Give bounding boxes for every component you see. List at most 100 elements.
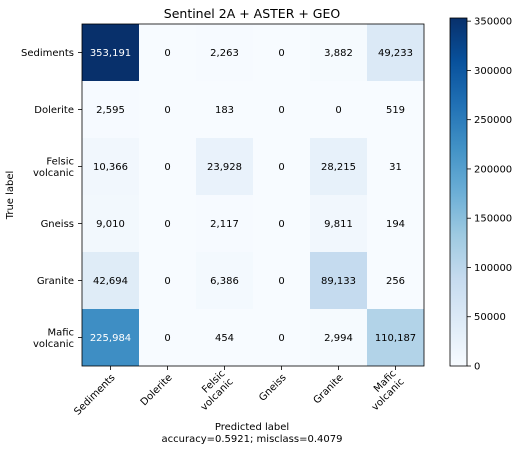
heatmap-cell [196, 195, 253, 252]
colorbar-tick-label: 250000 [474, 115, 512, 126]
heatmap-cell [310, 195, 367, 252]
plot-frame [81, 23, 425, 367]
cell-value-label: 10,366 [93, 162, 128, 173]
cell-value-label: 31 [389, 162, 402, 173]
cell-value-label: 0 [164, 162, 170, 173]
heatmap-cell [253, 309, 310, 366]
x-tick-label: Maficvolcanic [362, 368, 407, 413]
x-tick-labels: Sediments Dolerite Felsicvolcanic Gneiss Gra… [72, 366, 407, 418]
cell-value-label: 0 [335, 105, 341, 116]
cell-value-label: 89,133 [321, 276, 356, 287]
heatmap-cell [310, 252, 367, 309]
cell-value-label: 9,811 [324, 219, 353, 230]
heatmap-cell [310, 138, 367, 195]
heatmap-cell [367, 24, 424, 81]
heatmap-cell [310, 81, 367, 138]
cell-value-label: 23,928 [207, 162, 242, 173]
x-axis-label: Predicted label [215, 422, 289, 433]
heatmap-cell [139, 81, 196, 138]
cell-value-label: 0 [278, 333, 284, 344]
cell-value-label: 42,694 [93, 276, 128, 287]
heatmap-cell [253, 138, 310, 195]
heatmap-cell [139, 309, 196, 366]
colorbar: 0 50000 100000 150000 200000 250000 300000 3500… [449, 17, 512, 373]
heatmap-cell [367, 252, 424, 309]
heatmap-cell [82, 309, 139, 366]
cell-value-label: 6,386 [210, 276, 239, 287]
colorbar-tick-label: 0 [474, 362, 480, 373]
x-tick-label: Granite [312, 372, 346, 406]
heatmap-cell [196, 24, 253, 81]
x-tick-label: Sediments [72, 372, 117, 417]
cell-value-label: 0 [278, 48, 284, 59]
cell-value-label: 183 [215, 105, 234, 116]
cell-value-label: 353,191 [90, 48, 131, 59]
y-tick-label: Gneiss [41, 219, 74, 230]
cell-value-label: 225,984 [90, 333, 131, 344]
cell-value-label: 110,187 [375, 333, 416, 344]
cell-value-label: 2,994 [324, 333, 353, 344]
heatmap-cell [253, 195, 310, 252]
cell-value-label: 0 [278, 105, 284, 116]
heatmap-cell [310, 24, 367, 81]
colorbar-gradient [449, 17, 468, 367]
heatmap-cell [253, 24, 310, 81]
heatmap-cell [196, 309, 253, 366]
heatmap-cell [82, 24, 139, 81]
y-tick-label: Mafic [47, 327, 74, 338]
colorbar-tick-label: 100000 [474, 263, 512, 274]
cell-value-label: 256 [386, 276, 405, 287]
colorbar-tick-label: 350000 [474, 17, 512, 28]
cell-value-label: 0 [164, 48, 170, 59]
y-tick-label: Sediments [21, 48, 74, 59]
cell-value-label: 0 [164, 219, 170, 230]
heatmap-cell [367, 81, 424, 138]
cell-value-label: 0 [278, 276, 284, 287]
cell-value-label: 194 [386, 219, 405, 230]
heatmap-cells: 353,191 0 2,263 0 3,882 49,233 2,595 0 183 0 0 519 1… [82, 24, 424, 366]
heatmap-cell [82, 195, 139, 252]
y-tick-label: volcanic [33, 168, 74, 179]
colorbar-tick-label: 50000 [474, 312, 506, 323]
y-tick-label: Dolerite [34, 105, 74, 116]
heatmap-cell [253, 252, 310, 309]
heatmap-cell [196, 81, 253, 138]
y-tick-labels: SedimentsDoleriteFelsicvolcanicGneissGra… [21, 48, 82, 350]
cell-value-label: 0 [164, 276, 170, 287]
heatmap-cell [310, 309, 367, 366]
colorbar-tick-label: 200000 [474, 164, 512, 175]
cell-value-label: 28,215 [321, 162, 356, 173]
x-tick-label: Felsicvolcanic [191, 368, 236, 413]
heatmap-cell [82, 138, 139, 195]
cell-value-label: 2,263 [210, 48, 239, 59]
x-axis-sublabel: accuracy=0.5921; misclass=0.4079 [162, 434, 343, 445]
cell-value-label: 3,882 [324, 48, 353, 59]
colorbar-tick-label: 300000 [474, 66, 512, 77]
x-tick-label: Gneiss [257, 372, 288, 403]
y-axis-label: True label [5, 171, 16, 221]
heatmap-cell [367, 138, 424, 195]
heatmap-cell [82, 81, 139, 138]
cell-value-label: 0 [164, 105, 170, 116]
heatmap-cell [196, 138, 253, 195]
cell-value-label: 0 [278, 219, 284, 230]
y-tick-label: Felsic [46, 156, 74, 167]
colorbar-tick-label: 150000 [474, 214, 512, 225]
cell-value-label: 9,010 [96, 219, 125, 230]
heatmap-cell [253, 81, 310, 138]
heatmap-cell [139, 138, 196, 195]
x-tick-label: Dolerite [139, 372, 175, 408]
cell-value-label: 0 [278, 162, 284, 173]
cell-value-label: 454 [215, 333, 234, 344]
heatmap-cell [139, 24, 196, 81]
heatmap-cell [82, 252, 139, 309]
chart-title: Sentinel 2A + ASTER + GEO [164, 6, 341, 21]
colorbar-ticks: 0 50000 100000 150000 200000 250000 300000 3500… [467, 17, 512, 373]
cell-value-label: 2,117 [210, 219, 239, 230]
y-tick-label: volcanic [33, 339, 74, 350]
heatmap-cell [196, 252, 253, 309]
cell-value-label: 2,595 [96, 105, 125, 116]
heatmap-cell [139, 195, 196, 252]
cell-value-label: 49,233 [378, 48, 413, 59]
